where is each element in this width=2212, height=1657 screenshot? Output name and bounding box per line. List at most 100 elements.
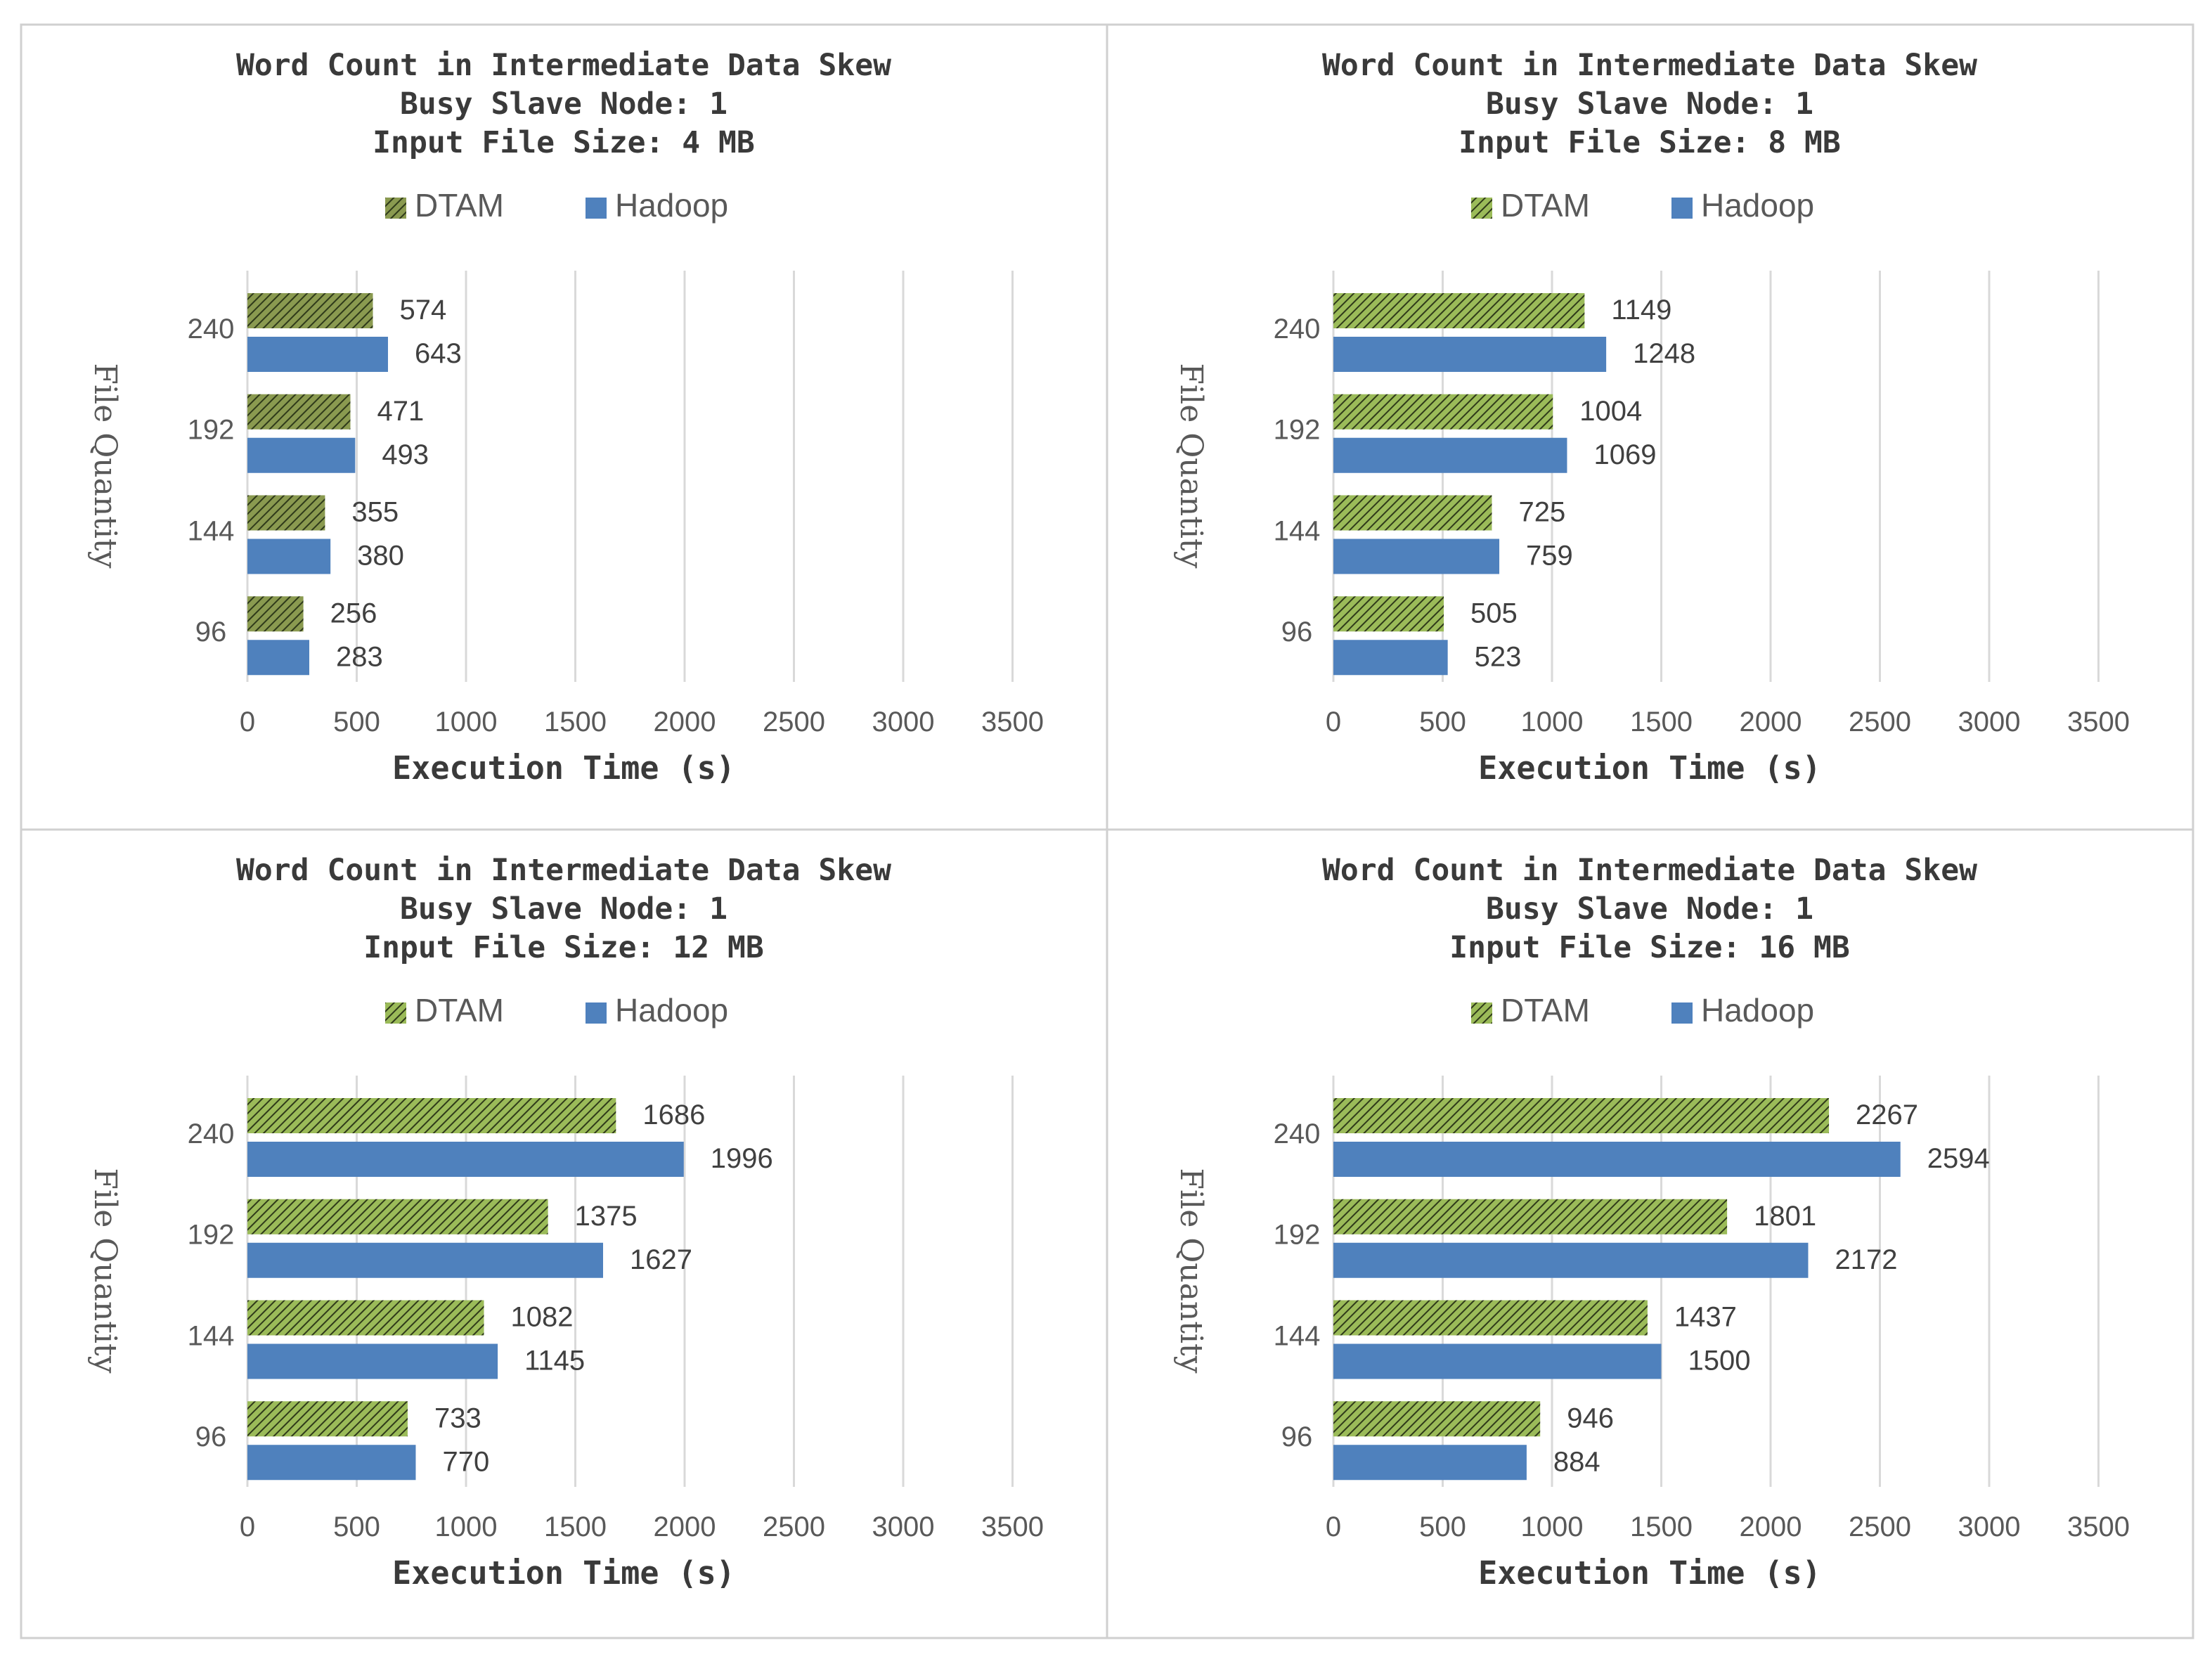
bar-hadoop-192 xyxy=(247,437,356,473)
data-label-dtam-96: 946 xyxy=(1567,1403,1614,1433)
bar-dtam-96 xyxy=(247,596,304,632)
data-label-hadoop-96: 770 xyxy=(442,1446,489,1477)
data-label-hadoop-96: 283 xyxy=(336,641,383,672)
data-label-hadoop-192: 1627 xyxy=(630,1244,692,1275)
bar-hadoop-240 xyxy=(1333,337,1607,372)
category-label-192: 192 xyxy=(188,1220,235,1251)
bar-hadoop-144 xyxy=(247,539,331,574)
chart-title-line-2: Busy Slave Node: 1 xyxy=(400,86,727,122)
category-label-240: 240 xyxy=(1274,314,1321,344)
x-tick-label-3: 1500 xyxy=(1630,707,1693,737)
data-label-dtam-192: 1375 xyxy=(575,1201,638,1232)
data-label-hadoop-144: 759 xyxy=(1526,541,1573,572)
legend-label-dtam: DTAM xyxy=(415,992,504,1029)
data-label-dtam-144: 1082 xyxy=(511,1302,574,1333)
legend-swatch-hadoop xyxy=(1671,198,1693,219)
bar-dtam-144 xyxy=(1333,495,1492,531)
legend-swatch-hadoop xyxy=(586,198,607,219)
chart-title-line-3: Input File Size: 4 MB xyxy=(373,125,755,160)
data-label-dtam-144: 1437 xyxy=(1674,1302,1737,1333)
category-label-240: 240 xyxy=(188,1118,235,1149)
x-axis-label: Execution Time (s) xyxy=(392,749,735,787)
x-axis-label: Execution Time (s) xyxy=(392,1554,735,1592)
chart-title-line-2: Busy Slave Node: 1 xyxy=(1486,86,1813,122)
bar-hadoop-96 xyxy=(247,1445,416,1481)
x-tick-label-6: 3000 xyxy=(1958,1511,2021,1542)
bar-hadoop-240 xyxy=(247,337,388,372)
chart-title-line-1: Word Count in Intermediate Data Skew xyxy=(236,853,891,888)
bar-hadoop-96 xyxy=(1333,1445,1527,1481)
category-label-192: 192 xyxy=(1274,1220,1321,1251)
x-tick-label-2: 1000 xyxy=(1521,707,1584,737)
data-label-dtam-96: 733 xyxy=(434,1403,481,1433)
data-label-dtam-192: 471 xyxy=(377,396,424,427)
y-axis-label: File Quantity xyxy=(1173,363,1209,569)
bar-hadoop-240 xyxy=(247,1142,684,1177)
legend-swatch-hadoop xyxy=(586,1002,607,1024)
category-label-144: 144 xyxy=(1274,515,1321,546)
chart-panel-4: Word Count in Intermediate Data SkewBusy… xyxy=(1173,853,2130,1592)
chart-title-line-2: Busy Slave Node: 1 xyxy=(1486,891,1813,927)
data-label-dtam-240: 574 xyxy=(400,295,447,325)
bar-hadoop-192 xyxy=(1333,437,1567,473)
x-tick-label-7: 3500 xyxy=(981,707,1044,737)
x-tick-label-4: 2000 xyxy=(654,707,716,737)
x-tick-label-4: 2000 xyxy=(654,1511,716,1542)
legend-swatch-dtam xyxy=(1471,198,1492,219)
data-label-dtam-240: 1149 xyxy=(1611,295,1671,325)
bar-hadoop-96 xyxy=(1333,640,1448,676)
data-label-hadoop-240: 1248 xyxy=(1633,338,1695,369)
legend-swatch-dtam xyxy=(385,1002,406,1024)
category-label-240: 240 xyxy=(1274,1118,1321,1149)
bar-hadoop-144 xyxy=(1333,1343,1662,1379)
legend-label-dtam: DTAM xyxy=(415,187,504,224)
x-tick-label-4: 2000 xyxy=(1740,707,1802,737)
legend-swatch-dtam xyxy=(385,198,406,219)
category-label-96: 96 xyxy=(1281,1421,1313,1452)
bar-dtam-144 xyxy=(1333,1300,1648,1336)
chart-title-line-1: Word Count in Intermediate Data Skew xyxy=(236,48,891,83)
chart-title-line-2: Busy Slave Node: 1 xyxy=(400,891,727,927)
x-tick-label-3: 1500 xyxy=(544,1511,607,1542)
data-label-hadoop-96: 523 xyxy=(1475,641,1522,672)
bar-hadoop-96 xyxy=(247,640,310,676)
bar-dtam-144 xyxy=(247,495,325,531)
x-tick-label-2: 1000 xyxy=(1521,1511,1584,1542)
bar-dtam-96 xyxy=(1333,596,1444,632)
data-label-dtam-192: 1801 xyxy=(1754,1201,1816,1232)
category-label-192: 192 xyxy=(1274,415,1321,446)
chart-title-line-3: Input File Size: 16 MB xyxy=(1449,930,1850,965)
data-label-dtam-144: 725 xyxy=(1518,497,1565,528)
data-label-hadoop-240: 1996 xyxy=(711,1143,773,1174)
x-tick-label-7: 3500 xyxy=(2067,707,2130,737)
x-tick-label-4: 2000 xyxy=(1740,1511,1802,1542)
legend-label-hadoop: Hadoop xyxy=(1701,992,1814,1029)
x-tick-label-1: 500 xyxy=(1419,1511,1466,1542)
x-tick-label-7: 3500 xyxy=(981,1511,1044,1542)
chart-panel-1: Word Count in Intermediate Data SkewBusy… xyxy=(87,48,1044,787)
x-tick-label-0: 0 xyxy=(240,707,255,737)
legend-label-hadoop: Hadoop xyxy=(1701,187,1814,224)
legend-label-hadoop: Hadoop xyxy=(615,992,728,1029)
data-label-hadoop-96: 884 xyxy=(1553,1446,1600,1477)
x-tick-label-3: 1500 xyxy=(544,707,607,737)
bar-dtam-240 xyxy=(1333,293,1585,328)
x-axis-label: Execution Time (s) xyxy=(1478,749,1821,787)
data-label-hadoop-144: 1500 xyxy=(1688,1346,1751,1376)
data-label-hadoop-192: 2172 xyxy=(1835,1244,1897,1275)
bar-dtam-144 xyxy=(247,1300,484,1336)
bar-dtam-96 xyxy=(1333,1401,1541,1437)
legend-label-hadoop: Hadoop xyxy=(615,187,728,224)
y-axis-label: File Quantity xyxy=(87,363,123,569)
data-label-hadoop-240: 2594 xyxy=(1927,1143,1990,1174)
x-axis-label: Execution Time (s) xyxy=(1478,1554,1821,1592)
bar-dtam-240 xyxy=(1333,1098,1830,1133)
bar-dtam-192 xyxy=(247,394,351,430)
x-tick-label-0: 0 xyxy=(1326,1511,1341,1542)
category-label-96: 96 xyxy=(195,1421,227,1452)
data-label-hadoop-192: 493 xyxy=(382,439,429,470)
x-tick-label-1: 500 xyxy=(1419,707,1466,737)
bar-dtam-240 xyxy=(247,1098,616,1133)
bar-hadoop-192 xyxy=(1333,1242,1809,1278)
